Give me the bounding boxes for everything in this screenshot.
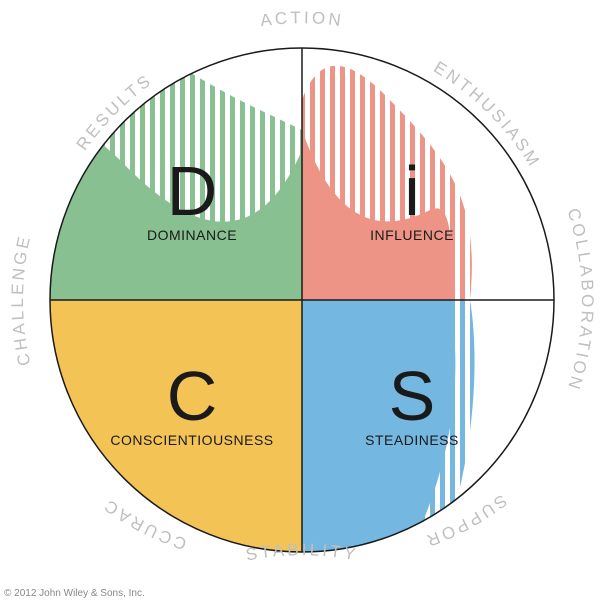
word-conscientiousness: CONSCIENTIOUSNESS bbox=[110, 432, 273, 448]
label-challenge: CHALLENGE bbox=[8, 232, 34, 367]
quadrant-i bbox=[302, 48, 555, 300]
disc-diagram: D DOMINANCE i INFLUENCE C CONSCIENTIOUSN… bbox=[0, 0, 605, 600]
word-dominance: DOMINANCE bbox=[147, 227, 237, 243]
copyright-text: © 2012 John Wiley & Sons, Inc. bbox=[4, 588, 145, 599]
label-action: ACTION bbox=[259, 8, 345, 30]
letter-c: C bbox=[167, 357, 218, 435]
label-collaboration: COLLABORATION bbox=[563, 206, 597, 394]
letter-d: D bbox=[167, 152, 218, 230]
label-stability: STABILITY bbox=[244, 540, 359, 564]
word-steadiness: STEADINESS bbox=[365, 432, 459, 448]
letter-s: S bbox=[389, 357, 436, 435]
letter-i: i bbox=[404, 152, 420, 230]
word-influence: INFLUENCE bbox=[370, 227, 454, 243]
